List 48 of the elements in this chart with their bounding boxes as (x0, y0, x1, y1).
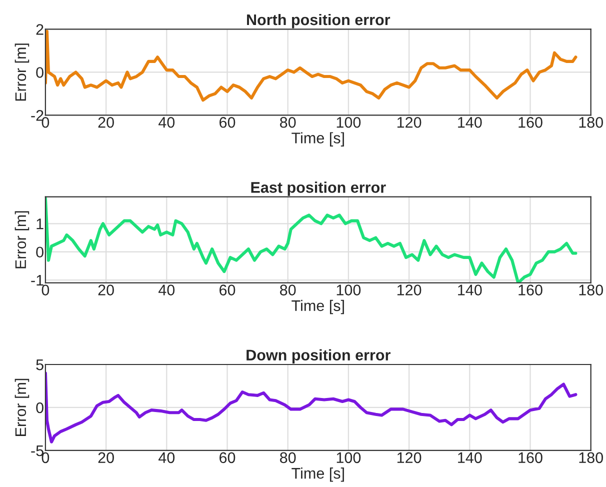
x-tick-label: 20 (98, 452, 114, 464)
chart-title: Down position error (246, 349, 390, 364)
line-series (45, 30, 578, 102)
x-tick-label: 100 (336, 116, 361, 128)
y-tick-label: -5 (31, 446, 44, 456)
x-tick-label: 60 (220, 452, 236, 464)
chart-title: East position error (251, 182, 386, 196)
y-axis-title: Error [m] (14, 44, 30, 101)
y-tick-label: 2 (36, 24, 44, 35)
x-tick-label: 40 (158, 452, 175, 464)
x-tick-label: 20 (98, 116, 114, 128)
line-series (45, 372, 578, 444)
x-tick-label: 20 (98, 284, 114, 296)
x-tick-label: 120 (397, 116, 422, 128)
x-tick-label: 140 (458, 452, 482, 464)
chart-title: North position error (247, 14, 390, 28)
x-tick-label: 120 (397, 452, 422, 464)
x-tick-label: 140 (458, 116, 482, 128)
x-axis-title: Time [s] (292, 467, 344, 482)
y-tick-label: 0 (36, 402, 44, 414)
y-tick-label: 1 (36, 218, 44, 230)
y-axis-title: Error [m] (14, 211, 30, 268)
y-tick-label: 5 (36, 360, 44, 370)
x-axis-title: Time [s] (292, 132, 344, 146)
x-tick-label: 80 (280, 452, 296, 464)
x-tick-label: 60 (220, 116, 236, 128)
x-tick-label: 60 (220, 284, 236, 296)
x-tick-label: 180 (579, 284, 603, 296)
x-tick-label: 120 (397, 284, 422, 296)
x-tick-label: 80 (280, 284, 296, 296)
x-tick-label: 100 (336, 452, 361, 464)
y-tick-label: 0 (36, 67, 44, 78)
y-tick-label: -2 (31, 110, 44, 121)
x-tick-label: 180 (579, 452, 603, 464)
x-tick-label: 160 (518, 452, 542, 464)
y-tick-label: -1 (31, 275, 44, 286)
x-tick-label: 180 (579, 116, 603, 128)
x-tick-label: 160 (518, 116, 542, 128)
x-axis-title: Time [s] (292, 300, 344, 314)
x-tick-label: 80 (280, 116, 296, 128)
x-tick-label: 40 (158, 284, 175, 296)
line-series (45, 196, 578, 283)
x-tick-label: 140 (458, 284, 482, 296)
x-tick-label: 100 (336, 284, 361, 296)
x-tick-label: 160 (518, 284, 542, 296)
y-axis-title: Error [m] (14, 378, 30, 436)
x-tick-label: 40 (158, 116, 175, 128)
y-tick-label: 0 (36, 246, 44, 258)
